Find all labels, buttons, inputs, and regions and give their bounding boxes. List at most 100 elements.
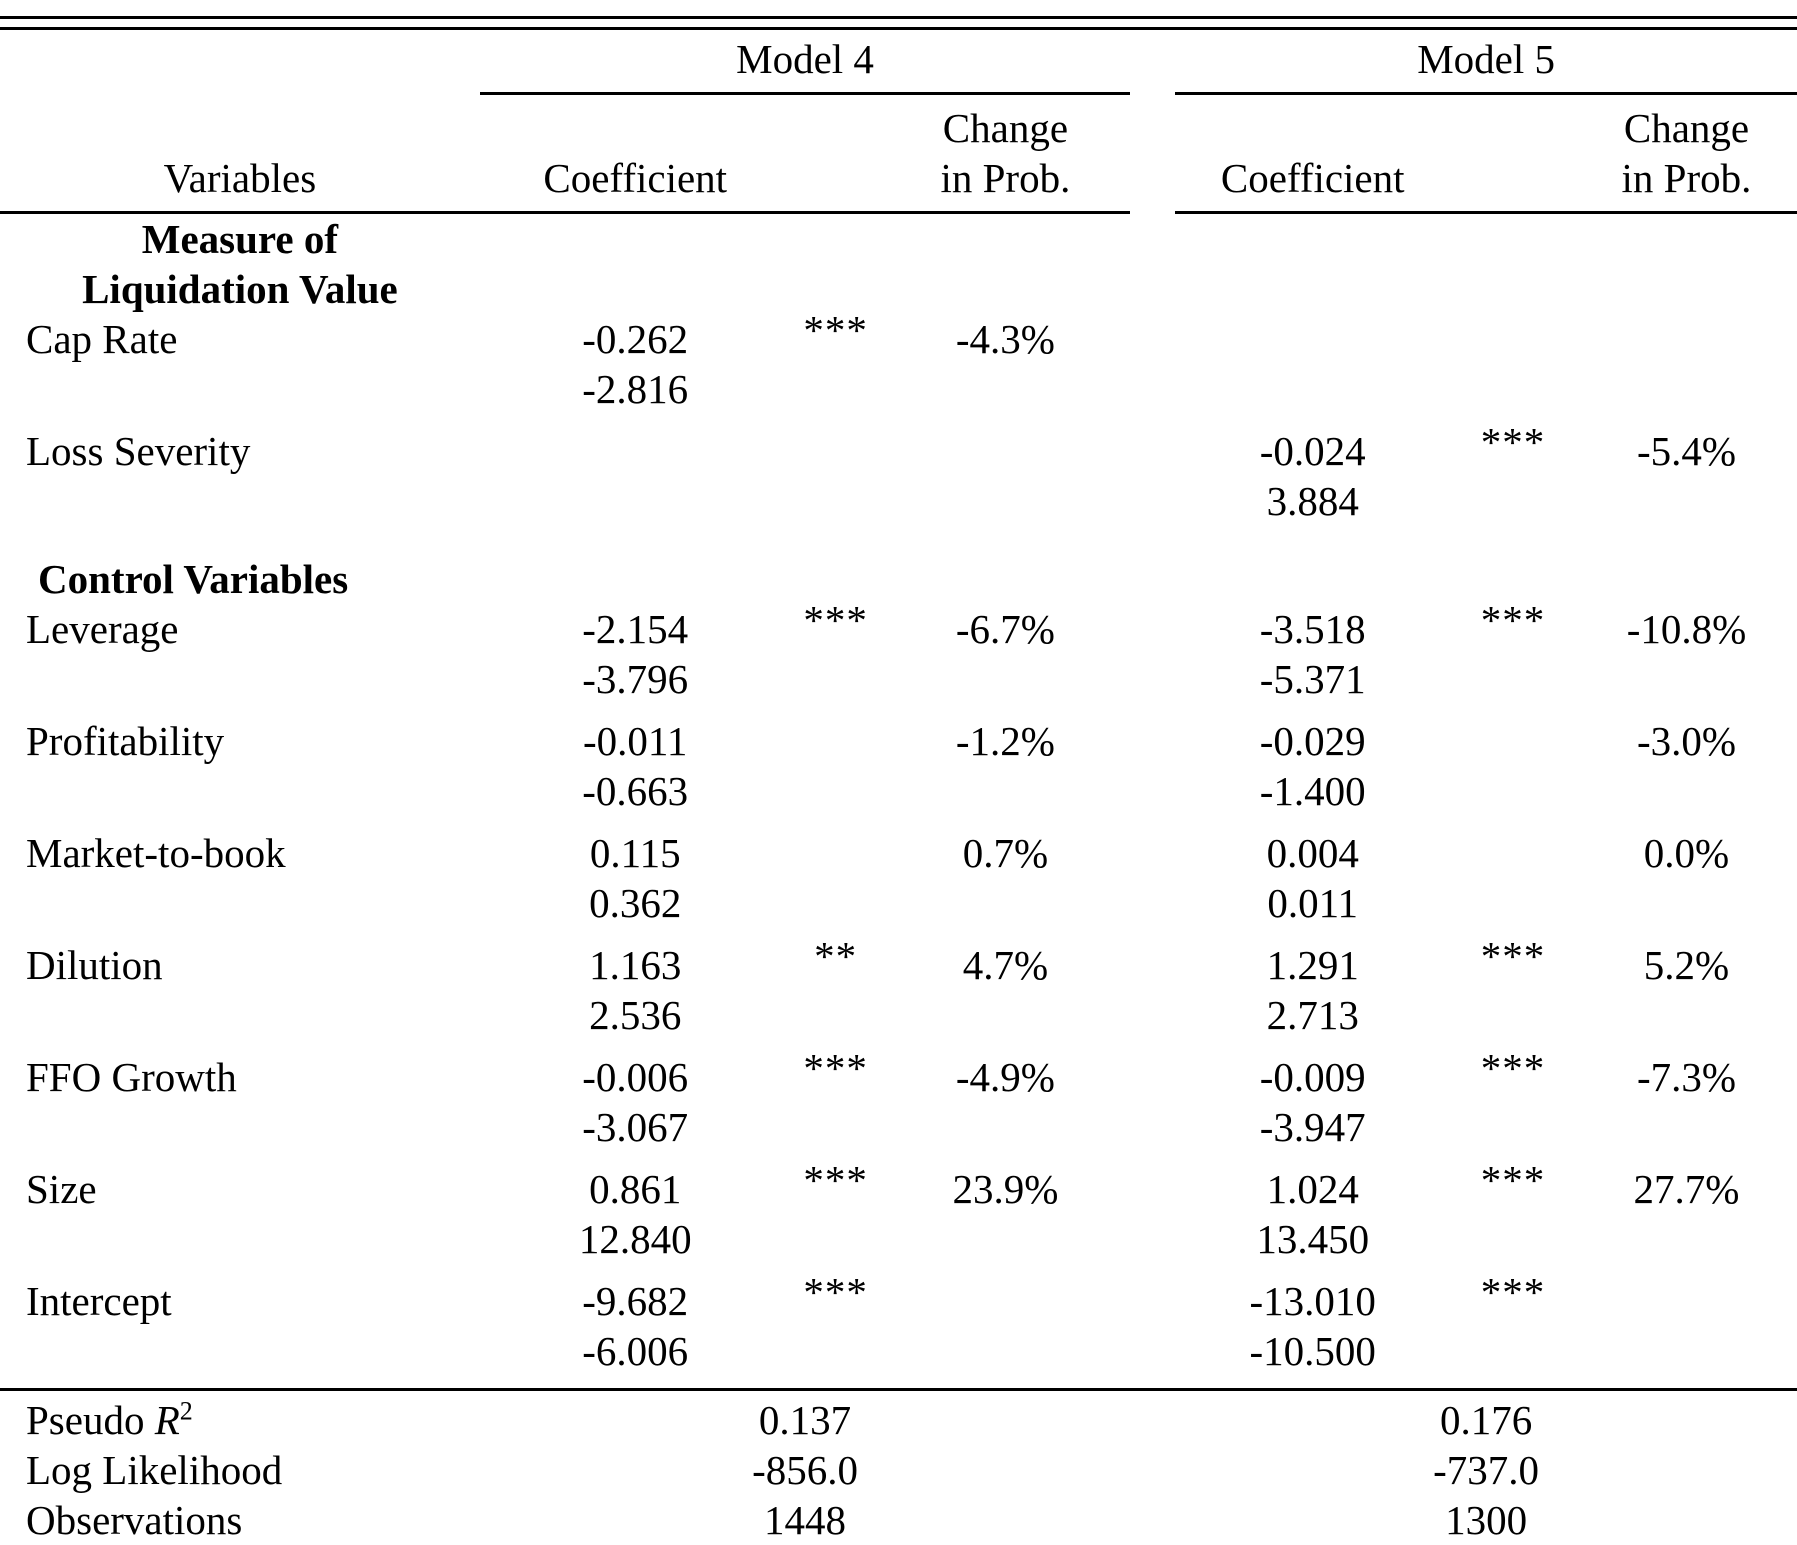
row-intercept-tstat: -6.006 -10.500 bbox=[0, 1326, 1797, 1390]
m4-significance-stars: *** bbox=[803, 1269, 868, 1315]
row-size-tstat: 12.840 13.450 bbox=[0, 1214, 1797, 1276]
m5-tstat-value: -5.371 bbox=[1259, 656, 1366, 702]
top-double-rule bbox=[0, 16, 1797, 30]
m5-change-column-header: Change in Prob. bbox=[1575, 93, 1797, 214]
m4-significance-stars: *** bbox=[803, 1045, 868, 1091]
variable-label: Dilution bbox=[26, 942, 163, 988]
m4-change-value: 4.7% bbox=[962, 942, 1049, 988]
m4-significance-stars bbox=[791, 426, 881, 476]
m4-coefficient-value: -2.154 bbox=[582, 606, 689, 652]
m5-coefficient-value: 0.004 bbox=[1266, 830, 1359, 876]
m4-stars-column-header bbox=[790, 93, 881, 214]
m4-coefficient-value: -9.682 bbox=[582, 1278, 689, 1324]
m4-tstat-value: -0.663 bbox=[582, 768, 689, 814]
m4-significance-stars: ** bbox=[814, 933, 858, 979]
m4-tstat-value bbox=[480, 476, 791, 538]
m5-change-line1: Change bbox=[1623, 105, 1750, 151]
m5-change-value: 27.7% bbox=[1633, 1166, 1740, 1212]
m4-change-column-header: Change in Prob. bbox=[880, 93, 1131, 214]
m5-significance-stars: *** bbox=[1480, 419, 1546, 465]
m4-significance-stars: *** bbox=[803, 1157, 868, 1203]
m4-tstat-value: 12.840 bbox=[578, 1216, 692, 1262]
model-5-header: Model 5 bbox=[1175, 32, 1797, 95]
m4-coefficient-column-header: Coefficient bbox=[479, 93, 791, 214]
math-r-symbol: R bbox=[154, 1397, 180, 1443]
m5-significance-stars: *** bbox=[1480, 597, 1546, 643]
row-market-to-book-tstat: 0.362 0.011 bbox=[0, 878, 1797, 940]
m4-coefficient-value: -0.006 bbox=[582, 1054, 689, 1100]
m4-change-value: 23.9% bbox=[952, 1166, 1059, 1212]
regression-results-table: Model 4 Model 5 Variables Coefficient Ch… bbox=[0, 32, 1797, 1545]
row-size: Size 0.861 *** 23.9% 1.024 *** 27.7% bbox=[0, 1157, 1797, 1214]
row-ffo-growth-tstat: -3.067 -3.947 bbox=[0, 1102, 1797, 1164]
m5-significance-stars bbox=[1450, 314, 1576, 364]
m4-significance-stars bbox=[791, 828, 881, 878]
m5-tstat-value bbox=[1175, 364, 1450, 426]
m4-tstat-value: -3.796 bbox=[582, 656, 689, 702]
variable-label: Profitability bbox=[26, 718, 225, 764]
section-control-variables: Control Variables bbox=[0, 538, 1797, 604]
column-gap bbox=[1130, 32, 1175, 94]
row-leverage: Leverage -2.154 *** -6.7% -3.518 *** -10… bbox=[0, 597, 1797, 654]
m5-coefficient-value: -0.009 bbox=[1259, 1054, 1366, 1100]
m4-observations-value: 1448 bbox=[764, 1497, 847, 1543]
m5-change-value: -7.3% bbox=[1636, 1054, 1736, 1100]
superscript-2: 2 bbox=[179, 1396, 193, 1426]
row-leverage-tstat: -3.796 -5.371 bbox=[0, 654, 1797, 716]
statistic-label: Log Likelihood bbox=[26, 1447, 283, 1493]
m5-coefficient-value: -3.518 bbox=[1259, 606, 1366, 652]
column-gap bbox=[1130, 94, 1175, 213]
m5-change-value bbox=[1576, 1276, 1797, 1326]
m5-change-value: -5.4% bbox=[1636, 428, 1736, 474]
m5-change-value: 0.0% bbox=[1643, 830, 1730, 876]
m4-coefficient-value: -0.262 bbox=[582, 316, 689, 362]
m5-pseudo-r2-value: 0.176 bbox=[1175, 1388, 1797, 1445]
m5-coefficient-value: 1.291 bbox=[1266, 942, 1359, 988]
m4-change-line1: Change bbox=[942, 105, 1069, 151]
section-title: Control Variables bbox=[38, 556, 349, 602]
m4-significance-stars bbox=[791, 716, 881, 766]
m4-change-value: -6.7% bbox=[955, 606, 1055, 652]
row-loss-severity-tstat: 3.884 bbox=[0, 476, 1797, 538]
m5-stars-column-header bbox=[1450, 93, 1576, 214]
m4-coefficient-value: 0.115 bbox=[589, 830, 681, 876]
statistic-label: Observations bbox=[26, 1497, 243, 1543]
m5-coefficient-column-header: Coefficient bbox=[1175, 93, 1451, 214]
section-title: Measure of Liquidation Value bbox=[0, 213, 480, 315]
m4-change-value: 0.7% bbox=[962, 830, 1049, 876]
row-intercept: Intercept -9.682 *** -13.010 *** bbox=[0, 1269, 1797, 1326]
m5-tstat-value: -3.947 bbox=[1259, 1104, 1366, 1150]
row-cap-rate: Cap Rate -0.262 *** -4.3% bbox=[0, 307, 1797, 364]
m5-significance-stars bbox=[1450, 828, 1576, 878]
m5-significance-stars: *** bbox=[1480, 1269, 1546, 1315]
m5-change-value bbox=[1576, 314, 1797, 364]
m5-change-value: -3.0% bbox=[1636, 718, 1736, 764]
m4-change-value: -1.2% bbox=[955, 718, 1055, 764]
m4-pseudo-r2-value: 0.137 bbox=[479, 1388, 1131, 1445]
variable-label: Intercept bbox=[26, 1278, 172, 1324]
row-cap-rate-tstat: -2.816 bbox=[0, 364, 1797, 426]
empty-corner-cell bbox=[0, 32, 480, 94]
m4-change-value: -4.9% bbox=[955, 1054, 1055, 1100]
m5-coefficient-value: -0.029 bbox=[1259, 718, 1366, 764]
model-4-header: Model 4 bbox=[479, 32, 1131, 95]
row-pseudo-r2: Pseudo R2 0.137 0.176 bbox=[0, 1388, 1797, 1445]
m4-change-value bbox=[881, 1276, 1131, 1326]
m4-tstat-value: -6.006 bbox=[582, 1328, 689, 1374]
row-loss-severity: Loss Severity -0.024 *** -5.4% bbox=[0, 419, 1797, 476]
m4-coefficient-value: -0.011 bbox=[583, 718, 688, 764]
m5-observations-value: 1300 bbox=[1445, 1497, 1528, 1543]
section-title-line2: Liquidation Value bbox=[82, 266, 398, 312]
section-title-line1: Measure of bbox=[141, 216, 338, 262]
row-profitability: Profitability -0.011 -1.2% -0.029 -3.0% bbox=[0, 716, 1797, 766]
m5-tstat-value: 3.884 bbox=[1266, 478, 1359, 524]
m4-tstat-value: -3.067 bbox=[582, 1104, 689, 1150]
m5-tstat-value: 0.011 bbox=[1267, 880, 1359, 926]
variable-label: Cap Rate bbox=[26, 316, 178, 362]
m5-change-value: -10.8% bbox=[1626, 606, 1747, 652]
row-dilution-tstat: 2.536 2.713 bbox=[0, 990, 1797, 1052]
m5-change-line2: in Prob. bbox=[1621, 155, 1752, 201]
m5-significance-stars: *** bbox=[1480, 1157, 1546, 1203]
m4-tstat-value: 2.536 bbox=[589, 992, 682, 1038]
m4-significance-stars: *** bbox=[803, 597, 868, 643]
